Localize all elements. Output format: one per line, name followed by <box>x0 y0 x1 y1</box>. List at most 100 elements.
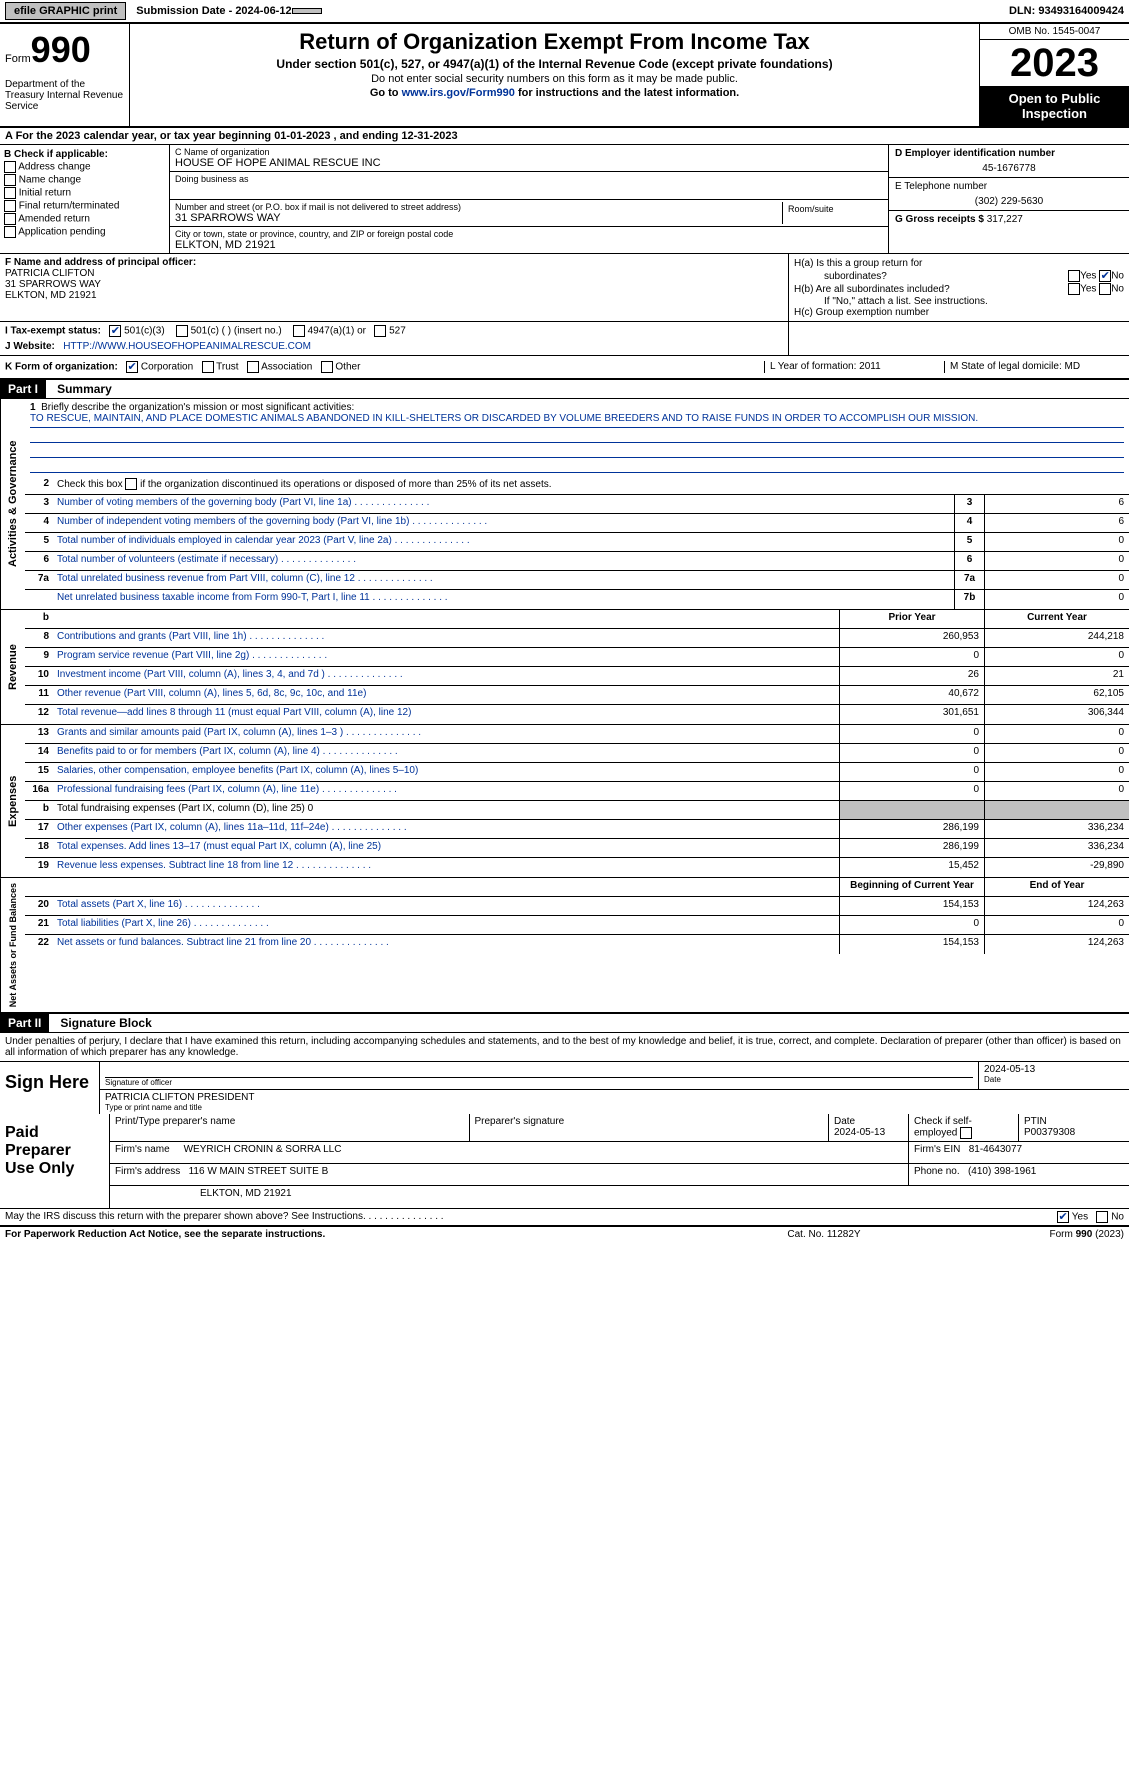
hb-note: If "No," attach a list. See instructions… <box>824 296 1124 307</box>
governance-section: Activities & Governance 1 Briefly descri… <box>0 399 1129 610</box>
paperwork-notice: For Paperwork Reduction Act Notice, see … <box>5 1229 724 1240</box>
state-domicile: M State of legal domicile: MD <box>944 361 1124 373</box>
chk-initial[interactable] <box>4 187 16 199</box>
dln: DLN: 93493164009424 <box>1009 5 1124 17</box>
mission-text: TO RESCUE, MAINTAIN, AND PLACE DOMESTIC … <box>30 413 1124 428</box>
hc-label: H(c) Group exemption number <box>794 307 1124 318</box>
chk-final[interactable] <box>4 200 16 212</box>
form-footer: Form 990 (2023) <box>924 1229 1124 1240</box>
room-label: Room/suite <box>783 202 883 224</box>
netassets-tab: Net Assets or Fund Balances <box>0 878 25 1012</box>
org-name: HOUSE OF HOPE ANIMAL RESCUE INC <box>175 157 883 169</box>
city: ELKTON, MD 21921 <box>175 239 883 251</box>
ein: 45-1676778 <box>895 163 1123 174</box>
prior-hdr: Prior Year <box>839 610 984 628</box>
governance-tab: Activities & Governance <box>0 399 25 609</box>
chk-corp[interactable] <box>126 361 138 373</box>
website-link[interactable]: HTTP://WWW.HOUSEOFHOPEANIMALRESCUE.COM <box>63 341 311 352</box>
open-public: Open to Public Inspection <box>980 86 1129 126</box>
box-h: H(a) Is this a group return for subordin… <box>789 254 1129 321</box>
part2-header: Part II Signature Block <box>0 1014 1129 1033</box>
chk-hb-no[interactable] <box>1099 283 1111 295</box>
org-name-label: C Name of organization <box>175 147 883 157</box>
street: 31 SPARROWS WAY <box>175 212 782 224</box>
dba-label: Doing business as <box>175 174 883 184</box>
form-number: 990 <box>31 29 91 70</box>
begin-hdr: Beginning of Current Year <box>839 878 984 896</box>
box-b: B Check if applicable: Address change Na… <box>0 145 170 253</box>
firm-name: WEYRICH CRONIN & SORRA LLC <box>184 1144 342 1155</box>
box-c: C Name of organizationHOUSE OF HOPE ANIM… <box>170 145 889 253</box>
hc-right <box>789 322 1129 355</box>
row-a: A For the 2023 calendar year, or tax yea… <box>0 128 1129 145</box>
part2-hdr: Part II <box>0 1014 49 1032</box>
blank-button[interactable] <box>292 8 322 14</box>
header-right: OMB No. 1545-0047 2023 Open to Public In… <box>979 24 1129 126</box>
form-title: Return of Organization Exempt From Incom… <box>135 29 974 55</box>
section-fh: F Name and address of principal officer:… <box>0 254 1129 322</box>
gross-label: G Gross receipts $ <box>895 214 984 225</box>
header-left: Form990 Department of the Treasury Inter… <box>0 24 130 126</box>
val-3: 6 <box>984 495 1129 513</box>
chk-pending[interactable] <box>4 226 16 238</box>
chk-4947[interactable] <box>293 325 305 337</box>
chk-ha-no[interactable] <box>1099 270 1111 282</box>
section-bcde: B Check if applicable: Address change Na… <box>0 145 1129 254</box>
top-bar: efile GRAPHIC print Submission Date - 20… <box>0 0 1129 24</box>
part1-hdr: Part I <box>0 380 46 398</box>
box-f: F Name and address of principal officer:… <box>0 254 789 321</box>
subtitle-3: Go to www.irs.gov/Form990 for instructio… <box>135 87 974 99</box>
officer-label: F Name and address of principal officer: <box>5 257 783 268</box>
part1-title: Summary <box>49 380 120 398</box>
subtitle-2: Do not enter social security numbers on … <box>135 73 974 85</box>
chk-amended[interactable] <box>4 213 16 225</box>
dept-label: Department of the Treasury Internal Reve… <box>5 79 124 112</box>
submission-date: Submission Date - 2024-06-12 <box>136 5 291 17</box>
chk-name[interactable] <box>4 174 16 186</box>
sign-label: Sign Here <box>0 1062 100 1114</box>
footer: For Paperwork Reduction Act Notice, see … <box>0 1227 1129 1242</box>
subtitle-1: Under section 501(c), 527, or 4947(a)(1)… <box>135 57 974 71</box>
val-7b: 0 <box>984 590 1129 609</box>
declaration: Under penalties of perjury, I declare th… <box>0 1033 1129 1061</box>
paid-preparer: Paid Preparer Use Only Print/Type prepar… <box>0 1114 1129 1209</box>
chk-ha-yes[interactable] <box>1068 270 1080 282</box>
chk-address[interactable] <box>4 161 16 173</box>
omb-number: OMB No. 1545-0047 <box>980 24 1129 40</box>
officer-city: ELKTON, MD 21921 <box>5 290 783 301</box>
chk-other[interactable] <box>321 361 333 373</box>
tax-year: 2023 <box>980 40 1129 86</box>
val-6: 0 <box>984 552 1129 570</box>
current-hdr: Current Year <box>984 610 1129 628</box>
efile-button[interactable]: efile GRAPHIC print <box>5 2 126 20</box>
officer-sig-name: PATRICIA CLIFTON PRESIDENT <box>105 1092 1124 1103</box>
city-label: City or town, state or province, country… <box>175 229 883 239</box>
chk-assoc[interactable] <box>247 361 259 373</box>
val-7a: 0 <box>984 571 1129 589</box>
tel-label: E Telephone number <box>895 181 1123 192</box>
chk-discuss-yes[interactable] <box>1057 1211 1069 1223</box>
val-5: 0 <box>984 533 1129 551</box>
expenses-section: Expenses 13Grants and similar amounts pa… <box>0 725 1129 878</box>
chk-discontinued[interactable] <box>125 478 137 490</box>
row-k: K Form of organization: Corporation Trus… <box>0 356 1129 380</box>
chk-501c3[interactable] <box>109 325 121 337</box>
revenue-section: Revenue bPrior YearCurrent Year 8Contrib… <box>0 610 1129 725</box>
chk-self-employed[interactable] <box>960 1127 972 1139</box>
irs-discuss: May the IRS discuss this return with the… <box>0 1209 1129 1227</box>
chk-527[interactable] <box>374 325 386 337</box>
officer-street: 31 SPARROWS WAY <box>5 279 783 290</box>
part1-header: Part I Summary <box>0 380 1129 399</box>
ein-label: D Employer identification number <box>895 148 1123 159</box>
paid-label: Paid Preparer Use Only <box>0 1114 110 1208</box>
cat-no: Cat. No. 11282Y <box>724 1229 924 1240</box>
chk-501c[interactable] <box>176 325 188 337</box>
irs-link[interactable]: www.irs.gov/Form990 <box>402 87 515 99</box>
mission-label: Briefly describe the organization's miss… <box>41 402 354 413</box>
chk-hb-yes[interactable] <box>1068 283 1080 295</box>
chk-trust[interactable] <box>202 361 214 373</box>
row-ij: I Tax-exempt status: 501(c)(3) 501(c) ( … <box>0 322 1129 356</box>
chk-discuss-no[interactable] <box>1096 1211 1108 1223</box>
tel: (302) 229-5630 <box>895 196 1123 207</box>
officer-name: PATRICIA CLIFTON <box>5 268 783 279</box>
